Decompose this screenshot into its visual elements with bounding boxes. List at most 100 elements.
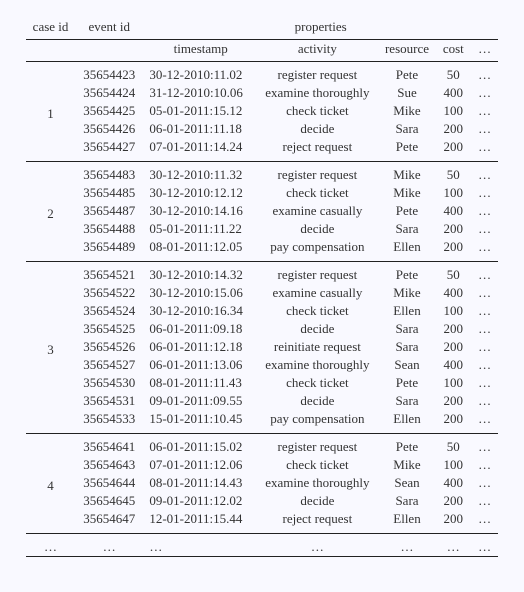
header-row-2: timestamp activity resource cost … [26,40,498,62]
event-id-cell: 35654643 [75,456,143,474]
resource-cell: Pete [379,138,436,162]
header-resource: resource [379,40,436,62]
cost-cell: 100 [435,302,471,320]
table-row: 3565453315-01-2011:10.45pay compensation… [26,410,498,434]
cost-cell: 200 [435,220,471,238]
activity-cell: examine casually [256,202,379,220]
table-row: 3565442505-01-2011:15.12check ticketMike… [26,102,498,120]
event-id-cell: 35654521 [75,266,143,284]
resource-cell: Sean [379,356,436,374]
timestamp-cell: 08-01-2011:12.05 [143,238,256,262]
resource-cell: Pete [379,66,436,84]
activity-cell: pay compensation [256,238,379,262]
activity-cell: decide [256,392,379,410]
table-row: 3565453008-01-2011:11.43check ticketPete… [26,374,498,392]
etc-cell: … [471,302,498,320]
ellipsis-cell: … [75,538,143,557]
etc-cell: … [471,474,498,492]
cost-cell: 200 [435,410,471,434]
resource-cell: Mike [379,102,436,120]
cost-cell: 200 [435,138,471,162]
activity-cell: register request [256,438,379,456]
etc-cell: … [471,102,498,120]
timestamp-cell: 30-12-2010:14.32 [143,266,256,284]
activity-cell: check ticket [256,184,379,202]
activity-cell: check ticket [256,456,379,474]
etc-cell: … [471,438,498,456]
activity-cell: reject request [256,138,379,162]
cost-cell: 100 [435,374,471,392]
event-id-cell: 35654489 [75,238,143,262]
case-id-cell: 2 [26,166,75,262]
etc-cell: … [471,220,498,238]
etc-cell: … [471,166,498,184]
event-id-cell: 35654641 [75,438,143,456]
cost-cell: 200 [435,238,471,262]
timestamp-cell: 07-01-2011:12.06 [143,456,256,474]
cost-cell: 100 [435,184,471,202]
cost-cell: 200 [435,492,471,510]
activity-cell: reject request [256,510,379,534]
header-event-id: event id [75,18,143,40]
resource-cell: Mike [379,284,436,302]
activity-cell: examine thoroughly [256,474,379,492]
cost-cell: 200 [435,120,471,138]
event-id-cell: 35654427 [75,138,143,162]
table-row: 3565452506-01-2011:09.18decideSara200… [26,320,498,338]
table-row: 3565452706-01-2011:13.06examine thorough… [26,356,498,374]
table-row: 3565464712-01-2011:15.44reject requestEl… [26,510,498,534]
cost-cell: 400 [435,474,471,492]
header-row-1: case id event id properties [26,18,498,40]
table-row: 3565448530-12-2010:12.12check ticketMike… [26,184,498,202]
timestamp-cell: 30-12-2010:14.16 [143,202,256,220]
cost-cell: 100 [435,102,471,120]
timestamp-cell: 31-12-2010:10.06 [143,84,256,102]
table-row: 3565442707-01-2011:14.24reject requestPe… [26,138,498,162]
resource-cell: Ellen [379,302,436,320]
resource-cell: Pete [379,202,436,220]
header-timestamp: timestamp [143,40,256,62]
cost-cell: 400 [435,84,471,102]
timestamp-cell: 08-01-2011:11.43 [143,374,256,392]
event-id-cell: 35654488 [75,220,143,238]
timestamp-cell: 06-01-2011:15.02 [143,438,256,456]
table-row: 3565453109-01-2011:09.55decideSara200… [26,392,498,410]
timestamp-cell: 30-12-2010:15.06 [143,284,256,302]
timestamp-cell: 07-01-2011:14.24 [143,138,256,162]
activity-cell: decide [256,220,379,238]
timestamp-cell: 05-01-2011:15.12 [143,102,256,120]
activity-cell: register request [256,166,379,184]
event-id-cell: 35654524 [75,302,143,320]
cost-cell: 200 [435,392,471,410]
ellipsis-cell: … [379,538,436,557]
activity-cell: decide [256,120,379,138]
resource-cell: Sara [379,120,436,138]
timestamp-cell: 05-01-2011:11.22 [143,220,256,238]
event-id-cell: 35654645 [75,492,143,510]
activity-cell: reinitiate request [256,338,379,356]
resource-cell: Pete [379,266,436,284]
cost-cell: 50 [435,438,471,456]
etc-cell: … [471,320,498,338]
cost-cell: 50 [435,166,471,184]
etc-cell: … [471,492,498,510]
table-body: 13565442330-12-2010:11.02register reques… [26,62,498,557]
resource-cell: Mike [379,184,436,202]
resource-cell: Sara [379,392,436,410]
table-row: 3565448908-01-2011:12.05pay compensation… [26,238,498,262]
activity-cell: check ticket [256,302,379,320]
table-row: 3565464408-01-2011:14.43examine thorough… [26,474,498,492]
activity-cell: examine thoroughly [256,356,379,374]
etc-cell: … [471,266,498,284]
ellipsis-row: ………………… [26,538,498,557]
event-id-cell: 35654530 [75,374,143,392]
event-id-cell: 35654426 [75,120,143,138]
timestamp-cell: 08-01-2011:14.43 [143,474,256,492]
etc-cell: … [471,202,498,220]
event-id-cell: 35654644 [75,474,143,492]
ellipsis-cell: … [26,538,75,557]
table-row: 23565448330-12-2010:11.32register reques… [26,166,498,184]
table-row: 3565464307-01-2011:12.06check ticketMike… [26,456,498,474]
event-id-cell: 35654487 [75,202,143,220]
cost-cell: 400 [435,356,471,374]
